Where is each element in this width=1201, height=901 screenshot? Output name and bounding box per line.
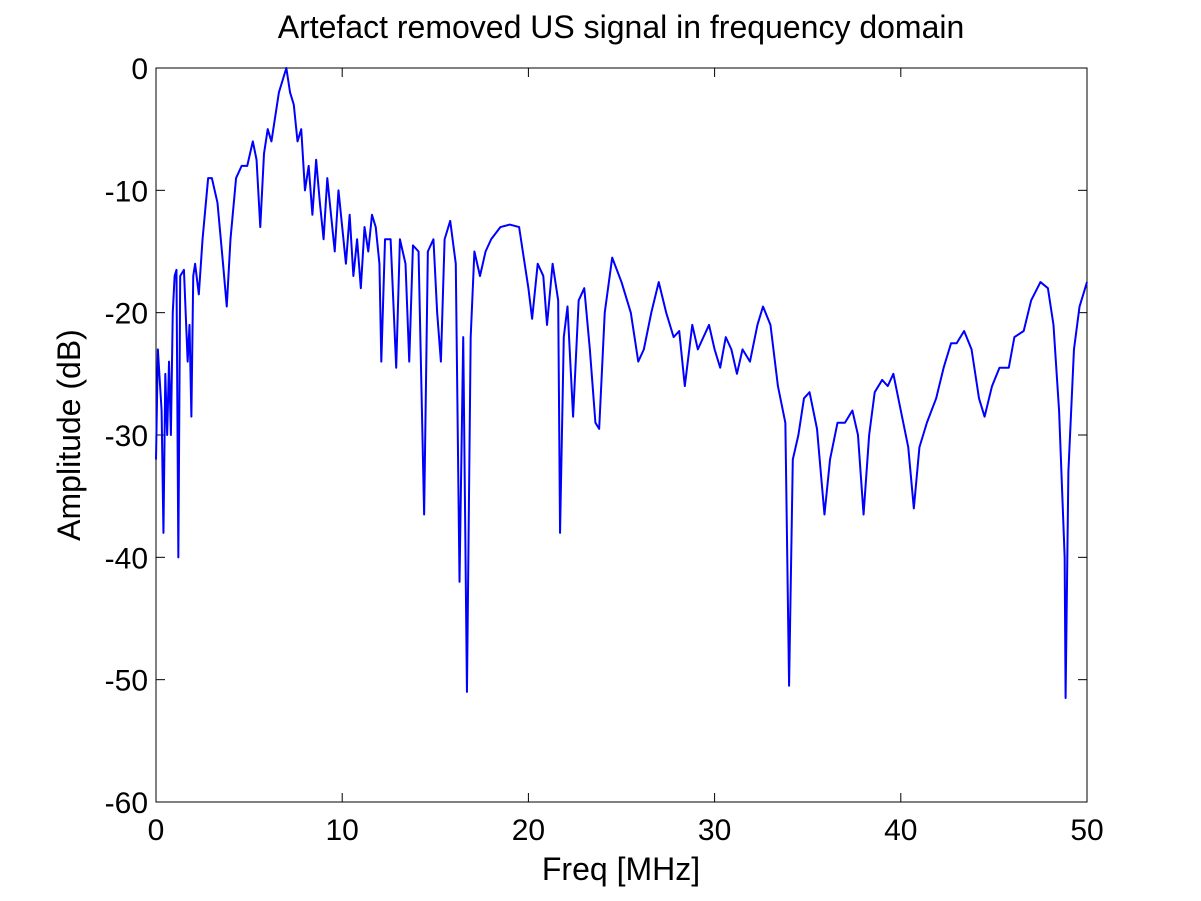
x-tick-label: 0 xyxy=(148,814,165,847)
chart-title: Artefact removed US signal in frequency … xyxy=(278,9,965,45)
data-line xyxy=(155,67,1088,700)
y-tick-label: 0 xyxy=(131,53,148,86)
x-tick-label: 20 xyxy=(512,814,545,847)
x-axis-label: Freq [MHz] xyxy=(542,851,700,887)
y-tick-label: -60 xyxy=(105,787,148,820)
x-tick-label: 40 xyxy=(884,814,917,847)
y-tick-label: -40 xyxy=(105,542,148,575)
x-tick-label: 30 xyxy=(698,814,731,847)
x-tick-label: 10 xyxy=(326,814,359,847)
y-tick-label: -30 xyxy=(105,420,148,453)
y-tick-label: -50 xyxy=(105,665,148,698)
y-tick-label: -20 xyxy=(105,298,148,331)
y-tick-label: -10 xyxy=(105,175,148,208)
x-tick-label: 50 xyxy=(1070,814,1103,847)
y-axis-label: Amplitude (dB) xyxy=(51,329,87,541)
